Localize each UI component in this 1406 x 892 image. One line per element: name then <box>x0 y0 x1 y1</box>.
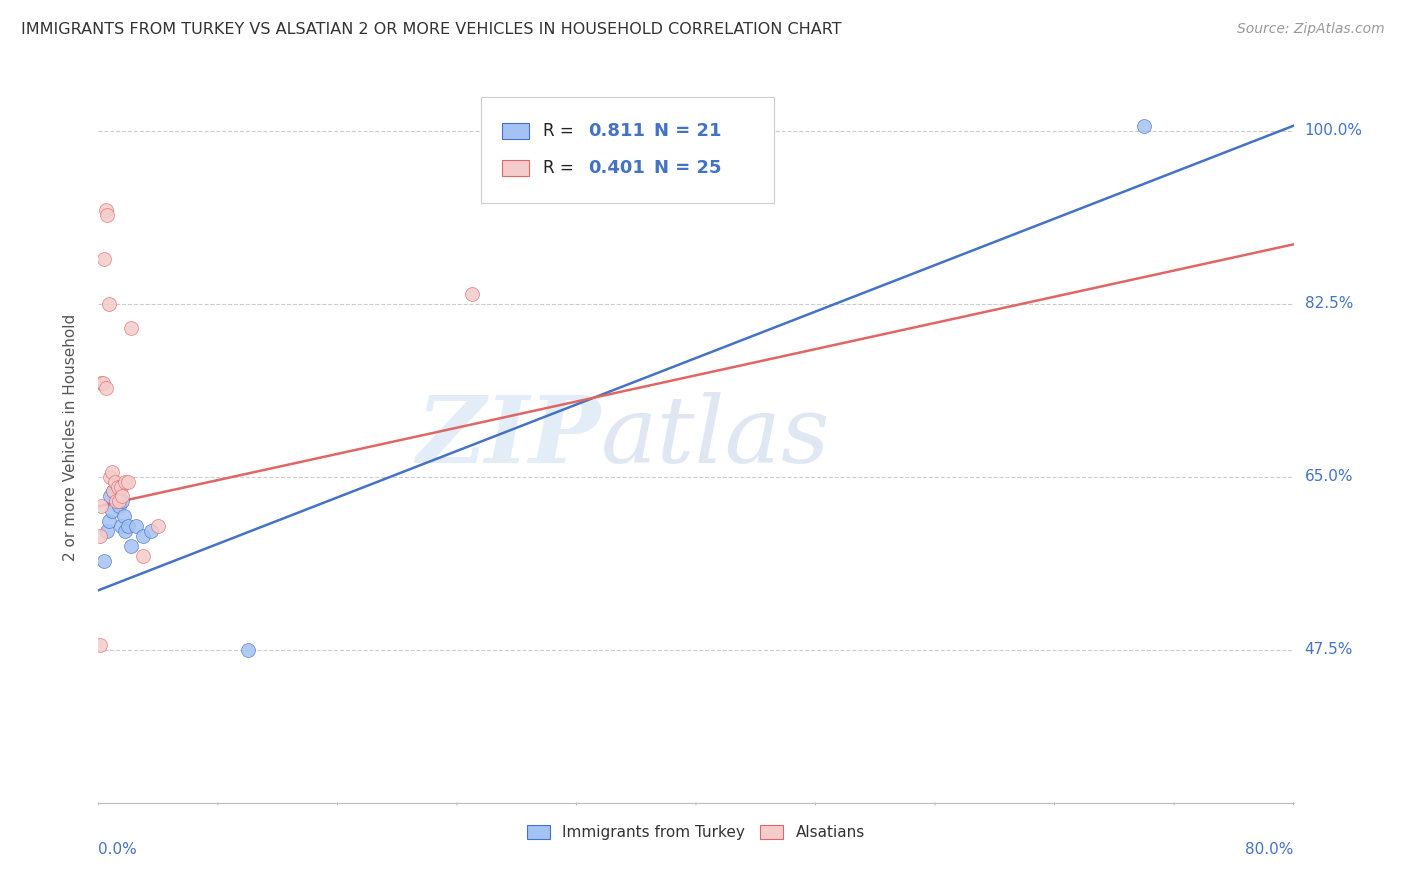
Bar <box>502 123 529 139</box>
Point <box>148 519 170 533</box>
Point <box>97 296 120 310</box>
Point <box>110 519 132 533</box>
Point <box>91 376 114 390</box>
Text: atlas: atlas <box>600 392 830 482</box>
Point <box>120 539 142 553</box>
Point <box>96 524 118 538</box>
Y-axis label: 2 or more Vehicles in Household: 2 or more Vehicles in Household <box>63 313 77 561</box>
Point <box>93 554 115 568</box>
Bar <box>502 160 529 176</box>
Point <box>105 479 128 493</box>
Text: Source: ZipAtlas.com: Source: ZipAtlas.com <box>1237 22 1385 37</box>
Point <box>103 484 125 499</box>
Point <box>107 479 129 493</box>
Text: 0.811: 0.811 <box>589 122 645 140</box>
Point <box>114 524 136 538</box>
Point <box>101 504 124 518</box>
Point <box>114 475 136 489</box>
Text: ZIP: ZIP <box>416 392 600 482</box>
Point <box>461 286 484 301</box>
Text: N = 25: N = 25 <box>654 159 721 177</box>
Text: N = 21: N = 21 <box>654 122 721 140</box>
Text: 100.0%: 100.0% <box>1305 123 1362 138</box>
Point <box>103 484 125 499</box>
Point <box>108 500 131 514</box>
Text: 0.0%: 0.0% <box>98 842 138 856</box>
Text: R =: R = <box>543 159 579 177</box>
FancyBboxPatch shape <box>481 97 773 203</box>
Text: 82.5%: 82.5% <box>1305 296 1353 311</box>
Point <box>107 479 129 493</box>
Point <box>132 549 155 563</box>
Text: 65.0%: 65.0% <box>1305 469 1353 484</box>
Point <box>90 500 112 514</box>
Text: IMMIGRANTS FROM TURKEY VS ALSATIAN 2 OR MORE VEHICLES IN HOUSEHOLD CORRELATION C: IMMIGRANTS FROM TURKEY VS ALSATIAN 2 OR … <box>21 22 842 37</box>
Point <box>89 638 111 652</box>
Point <box>132 529 155 543</box>
Point <box>104 484 127 499</box>
Point <box>125 519 148 533</box>
Text: R =: R = <box>543 122 579 140</box>
Point <box>105 494 128 508</box>
Point <box>111 489 134 503</box>
Point <box>97 514 120 528</box>
Point <box>139 524 162 538</box>
Text: 0.401: 0.401 <box>589 159 645 177</box>
Point <box>90 376 112 390</box>
Legend: Immigrants from Turkey, Alsatians: Immigrants from Turkey, Alsatians <box>522 819 870 847</box>
Point <box>104 475 127 489</box>
Text: 47.5%: 47.5% <box>1305 642 1353 657</box>
Point <box>94 381 117 395</box>
Point <box>117 519 139 533</box>
Point <box>108 494 131 508</box>
Text: 80.0%: 80.0% <box>1246 842 1294 856</box>
Point <box>94 202 117 217</box>
Point <box>110 479 132 493</box>
Point <box>98 489 122 503</box>
Point <box>112 509 135 524</box>
Point <box>93 252 115 267</box>
Point <box>117 475 139 489</box>
Point <box>98 469 122 483</box>
Point <box>111 494 134 508</box>
Point <box>89 529 111 543</box>
Point <box>101 465 124 479</box>
Point <box>1133 119 1156 133</box>
Point <box>96 208 118 222</box>
Point <box>236 642 259 657</box>
Point <box>120 321 142 335</box>
